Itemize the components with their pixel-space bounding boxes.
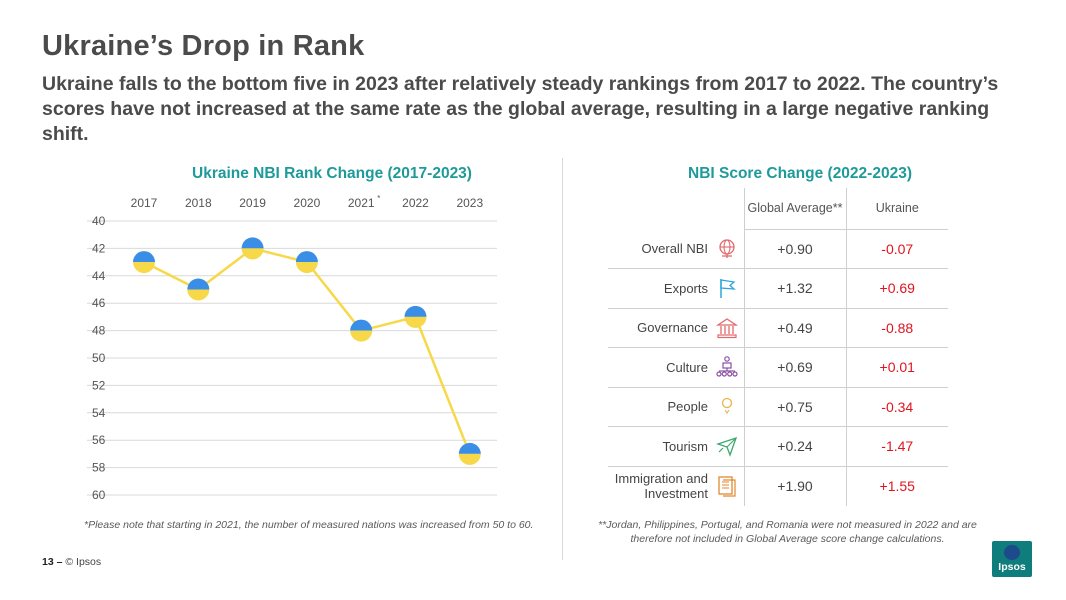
y-tick-label: 44 (92, 269, 106, 283)
y-tick-label: 46 (92, 296, 106, 310)
score-table-title: NBI Score Change (2022-2023) (688, 165, 912, 182)
airplane-icon (715, 437, 737, 458)
globe-icon (719, 238, 735, 258)
y-tick-label: 42 (92, 241, 106, 255)
x-tick-label: 2020 (294, 196, 321, 210)
column-header-ukraine: Ukraine (846, 188, 948, 230)
data-point-marker (350, 319, 373, 342)
row-label: Governance (608, 308, 710, 348)
table-row: Culture +0.69 +0.01 (608, 347, 948, 388)
footer: 13 – © Ipsos (42, 556, 101, 568)
score-table-footnote: **Jordan, Philippines, Portugal, and Rom… (598, 519, 977, 545)
footer-separator: – (56, 556, 63, 568)
ukraine-value: -0.88 (846, 308, 948, 348)
row-icon-cell (710, 347, 744, 388)
page-title: Ukraine’s Drop in Rank (42, 30, 365, 62)
copyright: © Ipsos (65, 556, 102, 568)
column-header-global-average: Global Average** (743, 188, 847, 230)
row-label: Tourism (608, 426, 710, 467)
data-point-marker (133, 251, 155, 274)
section-divider (562, 158, 563, 560)
global-average-value: +0.75 (743, 387, 847, 427)
government-building-icon (715, 317, 738, 338)
ukraine-value: -0.07 (846, 229, 948, 269)
y-tick-label: 60 (92, 488, 106, 502)
global-average-value: +0.69 (743, 347, 847, 388)
data-point-marker (404, 305, 427, 328)
y-tick-label: 56 (92, 433, 106, 447)
x-tick-footnote-mark: * (377, 194, 380, 203)
row-icon-cell (710, 308, 744, 348)
global-average-value: +0.90 (743, 229, 847, 269)
row-label: Culture (608, 347, 710, 388)
ukraine-value: +0.69 (846, 268, 948, 309)
global-average-value: +1.32 (743, 268, 847, 309)
row-icon-cell (710, 268, 744, 309)
x-tick-label: 2017 (131, 196, 158, 210)
ukraine-value: +0.01 (846, 347, 948, 388)
rank-chart-footnote: *Please note that starting in 2021, the … (84, 519, 534, 531)
y-tick-label: 54 (92, 406, 106, 420)
y-tick-label: 50 (92, 351, 106, 365)
ukraine-value: -1.47 (846, 426, 948, 467)
table-row: Exports +1.32 +0.69 (608, 268, 948, 309)
data-point-marker (295, 251, 318, 274)
x-tick-label: 2021 (348, 196, 375, 210)
logo-text: Ipsos (998, 561, 1026, 573)
global-average-value: +0.49 (743, 308, 847, 348)
logo-mark-icon (1004, 545, 1020, 560)
table-row: People +0.75 -0.34 (608, 387, 948, 427)
person-icon (721, 397, 732, 414)
y-tick-label: 58 (92, 461, 106, 475)
data-point-marker (241, 237, 264, 260)
x-tick-label: 2023 (456, 196, 483, 210)
series-line-ukraine (143, 247, 471, 455)
rank-line-chart: 40 42 44 46 48 50 52 54 56 58 60 2017 2018 2019 2020 20… (87, 194, 497, 502)
table-row: Overall NBI +0.90 -0.07 (608, 229, 948, 269)
x-tick-label: 2018 (185, 196, 212, 210)
culture-network-icon (716, 356, 738, 377)
global-average-value: +0.24 (743, 426, 847, 467)
documents-icon (718, 476, 736, 497)
row-label: Immigration and Investment (614, 471, 708, 501)
row-icon-cell (710, 387, 744, 427)
rank-chart-title: Ukraine NBI Rank Change (2017-2023) (192, 165, 472, 182)
row-label: Overall NBI (608, 229, 710, 269)
page-subtitle: Ukraine falls to the bottom five in 2023… (42, 73, 999, 145)
page-number: 13 (42, 556, 54, 568)
y-tick-label: 48 (92, 324, 106, 338)
row-icon-cell (710, 426, 744, 467)
table-row: Tourism +0.24 -1.47 (608, 426, 948, 467)
global-average-value: +1.90 (743, 466, 847, 506)
ukraine-value: +1.55 (879, 478, 915, 494)
row-label: People (608, 387, 710, 427)
y-tick-label: 40 (92, 214, 106, 228)
ukraine-value: -0.34 (846, 387, 948, 427)
score-change-table: Global Average** Ukraine Overall NBI +0.9… (608, 188, 948, 506)
row-label: Exports (608, 268, 710, 309)
ipsos-logo: Ipsos (992, 541, 1032, 577)
table-row: Immigration and Investment +1.90 +1.55 (608, 466, 948, 506)
data-point-marker (458, 442, 481, 465)
data-point-marker (187, 278, 210, 301)
flag-icon (720, 279, 736, 299)
y-tick-label: 52 (92, 378, 106, 392)
row-icon-cell (710, 229, 744, 269)
table-header-row: Global Average** Ukraine (608, 188, 948, 230)
x-tick-label: 2022 (402, 196, 429, 210)
row-icon-cell (710, 466, 744, 506)
table-row: Governance +0.49 -0.88 (608, 308, 948, 348)
x-tick-label: 2019 (239, 196, 266, 210)
